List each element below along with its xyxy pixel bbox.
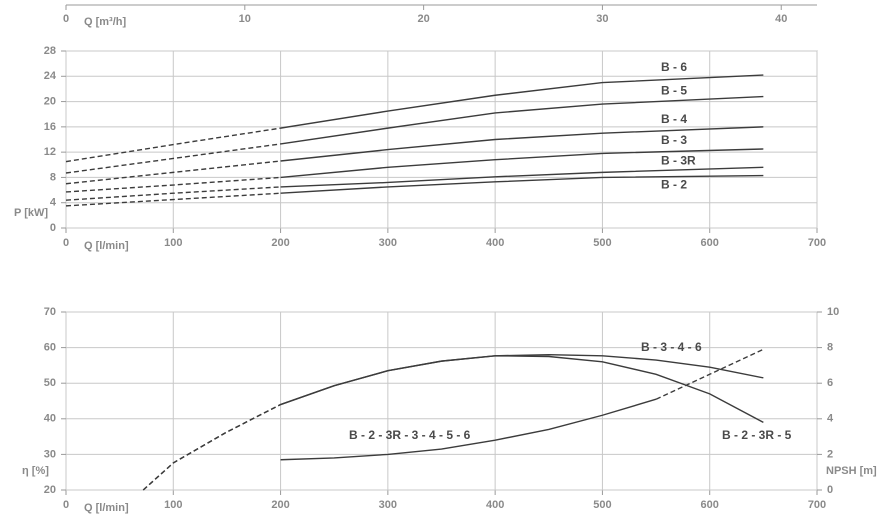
curve: [65, 192, 281, 207]
curve-label: B - 3: [661, 133, 687, 147]
y2-tick-label: 10: [827, 306, 839, 318]
y-tick-label: 24: [44, 70, 57, 82]
curve: [65, 160, 281, 185]
curve-label: B - 2 - 3R - 5: [722, 428, 792, 442]
x-tick-label: 500: [593, 499, 611, 511]
y-axis-label: P [kW]: [14, 207, 48, 219]
plot-area: [65, 311, 818, 491]
y-tick-label: 20: [44, 484, 56, 496]
x2-tick-label: 30: [596, 13, 608, 25]
x-tick-label: 400: [486, 237, 504, 249]
x-axis-label: Q [l/min]: [84, 240, 129, 252]
x-tick-label: 600: [701, 237, 719, 249]
curve: [142, 403, 281, 491]
curve: [65, 176, 281, 193]
y-tick-label: 12: [44, 146, 56, 158]
curve: [280, 398, 657, 461]
x-tick-label: 300: [379, 237, 397, 249]
y-tick-label: 4: [50, 197, 57, 209]
x-tick-label: 0: [63, 237, 69, 249]
y2-tick-label: 0: [827, 484, 833, 496]
curve-label: B - 3 - 4 - 6: [641, 340, 702, 354]
curve: [280, 74, 764, 129]
y-tick-label: 16: [44, 121, 56, 133]
curve: [142, 403, 281, 491]
y-tick-label: 20: [44, 95, 56, 107]
curve: [65, 143, 281, 174]
x-tick-label: 500: [593, 237, 611, 249]
x2-tick-label: 20: [417, 13, 429, 25]
curve-label: B - 6: [661, 60, 687, 74]
curve-label: B - 2: [661, 178, 687, 192]
curve: [280, 95, 764, 145]
x-tick-label: 0: [63, 499, 69, 511]
y-tick-label: 8: [50, 171, 56, 183]
curve: [65, 186, 281, 201]
y-tick-label: 28: [44, 45, 56, 57]
y2-tick-label: 2: [827, 448, 833, 460]
y-tick-label: 30: [44, 448, 56, 460]
y2-axis-label: NPSH [m]: [826, 465, 877, 477]
curve: [65, 127, 281, 163]
curve-label: B - 5: [661, 84, 687, 98]
y-tick-label: 0: [50, 222, 56, 234]
x-axis-label: Q [l/min]: [84, 502, 129, 514]
y-tick-label: 70: [44, 306, 56, 318]
curve: [655, 348, 764, 400]
x-tick-label: 100: [164, 499, 182, 511]
x2-tick-label: 0: [63, 13, 69, 25]
curve: [280, 355, 764, 423]
curve: [280, 174, 764, 194]
curve: [280, 148, 764, 179]
curve: [280, 166, 764, 188]
x-tick-label: 700: [808, 499, 826, 511]
curve-label: B - 3R: [661, 153, 696, 167]
y2-tick-label: 6: [827, 377, 833, 389]
y-tick-label: 40: [44, 413, 56, 425]
y-axis-label: η [%]: [22, 465, 49, 477]
y2-tick-label: 4: [827, 413, 834, 425]
x-tick-label: 300: [379, 499, 397, 511]
x2-tick-label: 40: [775, 13, 787, 25]
curve-label: B - 2 - 3R - 3 - 4 - 5 - 6: [349, 428, 471, 442]
curve: [280, 354, 764, 406]
x2-tick-label: 10: [239, 13, 251, 25]
x-tick-label: 700: [808, 237, 826, 249]
y2-tick-label: 8: [827, 342, 833, 354]
y-tick-label: 60: [44, 342, 56, 354]
x2-axis-label: Q [m³/h]: [84, 16, 126, 28]
x-tick-label: 400: [486, 499, 504, 511]
x-tick-label: 600: [701, 499, 719, 511]
x-tick-label: 200: [271, 499, 289, 511]
curve-label: B - 4: [661, 112, 687, 126]
x-tick-label: 200: [271, 237, 289, 249]
curve: [280, 126, 764, 162]
y-tick-label: 50: [44, 377, 56, 389]
x-tick-label: 100: [164, 237, 182, 249]
